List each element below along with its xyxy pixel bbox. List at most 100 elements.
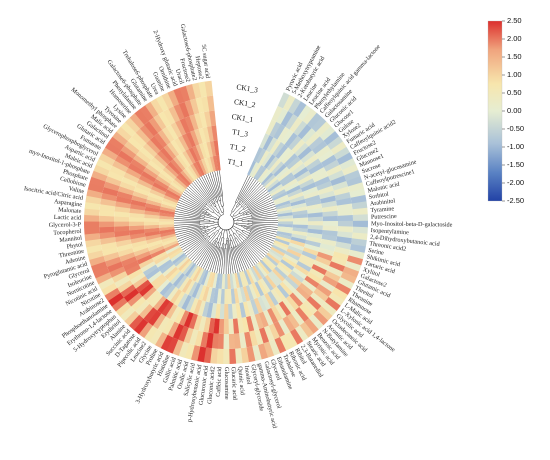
- heatmap-cell: [125, 264, 141, 276]
- dendrogram-branch: [207, 228, 217, 235]
- heatmap-cell: [322, 225, 338, 232]
- dendrogram-branch: [196, 242, 210, 258]
- dendrogram-arc: [238, 212, 241, 215]
- dendrogram-branch: [180, 216, 201, 220]
- heatmap-cell: [147, 195, 163, 204]
- heatmap-cell: [268, 339, 281, 356]
- heatmap-cell: [273, 194, 289, 204]
- dendrogram-branch: [192, 257, 198, 263]
- heatmap-cell: [150, 98, 164, 115]
- colorbar-tick-label: 1.00: [507, 70, 522, 79]
- dendrogram-branch: [238, 244, 249, 263]
- heatmap-cell: [190, 163, 201, 178]
- heatmap-cell: [289, 239, 306, 248]
- dendrogram-branch: [241, 226, 245, 228]
- heatmap-cell: [161, 92, 174, 109]
- heatmap-cell: [170, 139, 183, 155]
- heatmap-cell: [159, 226, 175, 231]
- heatmap-cell: [291, 206, 308, 213]
- dendrogram-branch: [263, 248, 269, 252]
- heatmap-cell: [250, 266, 260, 282]
- heatmap-cell: [159, 224, 175, 228]
- dendrogram-branch: [216, 232, 221, 239]
- heatmap-cell: [290, 310, 305, 326]
- heatmap-cell: [272, 191, 288, 201]
- dendrogram-branch: [200, 262, 205, 268]
- heatmap-cell: [95, 272, 112, 285]
- heatmap-cell: [143, 325, 158, 342]
- dendrogram-branch: [229, 235, 231, 241]
- heatmap-cell: [203, 316, 211, 333]
- dendrogram-branch: [199, 222, 215, 225]
- metabolite-label: Inositol: [243, 365, 253, 385]
- heatmap-cell: [309, 267, 325, 280]
- heatmap-cell: [289, 195, 305, 204]
- heatmap-cell: [250, 299, 259, 315]
- dendrogram-branch: [236, 245, 245, 265]
- dendrogram-branch: [186, 251, 192, 256]
- dendrogram-branch: [203, 209, 207, 212]
- metabolite-label: Mannitol: [59, 234, 83, 244]
- heatmap-cell: [194, 128, 203, 145]
- heatmap-cell: [220, 288, 225, 304]
- heatmap-cell: [285, 185, 301, 195]
- heatmap-cell: [262, 276, 274, 291]
- heatmap-cell: [319, 190, 335, 200]
- dendrogram-branch: [231, 226, 237, 232]
- heatmap-cell: [322, 220, 339, 227]
- dendrogram-branch: [246, 229, 251, 232]
- heatmap-cell: [158, 172, 173, 185]
- heatmap-cell: [261, 152, 273, 167]
- dendrogram-branch: [178, 240, 185, 244]
- heatmap-cell: [274, 197, 290, 206]
- heatmap-cell: [291, 230, 308, 237]
- dendrogram-branch: [251, 209, 271, 216]
- heatmap-cell: [144, 227, 160, 233]
- heatmap-cell: [217, 333, 224, 349]
- heatmap-cell: [167, 142, 180, 157]
- heatmap-cell: [304, 275, 320, 289]
- heatmap-cell: [209, 110, 217, 127]
- dendrogram-branch: [211, 266, 214, 273]
- heatmap-cell: [167, 89, 180, 107]
- metabolite-labels: Pyruvic acid5-Methoxytryptamine2-Ketobut…: [23, 23, 452, 430]
- dendrogram-branch: [269, 236, 276, 240]
- heatmap-cell: [135, 182, 152, 193]
- dendrogram-branch: [187, 235, 205, 247]
- heatmap-cell: [254, 264, 265, 279]
- heatmap-cell: [172, 179, 186, 191]
- heatmap-cell: [315, 255, 331, 267]
- dendrogram-branch: [267, 199, 274, 203]
- dendrogram-branch: [232, 225, 243, 232]
- heatmap-cell: [114, 225, 130, 232]
- heatmap-cell: [265, 119, 277, 136]
- heatmap-cell: [333, 186, 350, 196]
- dendrogram-branch: [199, 177, 203, 183]
- metabolite-label: Glucaric acid: [230, 367, 239, 401]
- heatmap-cell: [150, 273, 165, 287]
- dendrogram-branch: [247, 196, 265, 208]
- heatmap-cell: [274, 266, 288, 280]
- heatmap-cell: [287, 245, 303, 255]
- heatmap-cell: [145, 289, 160, 304]
- heatmap-cell: [239, 302, 247, 318]
- heatmap-cell: [149, 188, 165, 198]
- heatmap-cell: [293, 101, 307, 118]
- dendrogram-branch: [180, 223, 200, 226]
- dendrogram-branch: [175, 208, 182, 211]
- heatmap-cell: [314, 176, 331, 187]
- heatmap-cell: [289, 270, 305, 283]
- dendrogram-branch: [180, 225, 201, 230]
- dendrogram-branch: [200, 214, 205, 217]
- heatmap-cell: [317, 185, 334, 196]
- heatmap-cell: [290, 199, 306, 207]
- dendrogram-arc: [229, 218, 235, 230]
- heatmap-cell: [248, 283, 258, 300]
- heatmap-cell: [157, 298, 171, 314]
- dendrogram-arc: [247, 234, 249, 237]
- metabolite-label: Valine: [68, 185, 85, 195]
- dendrogram-branch: [186, 187, 192, 193]
- heatmap-cell: [298, 282, 314, 297]
- heatmap-cell: [147, 270, 163, 284]
- heatmap-cell: [189, 114, 199, 131]
